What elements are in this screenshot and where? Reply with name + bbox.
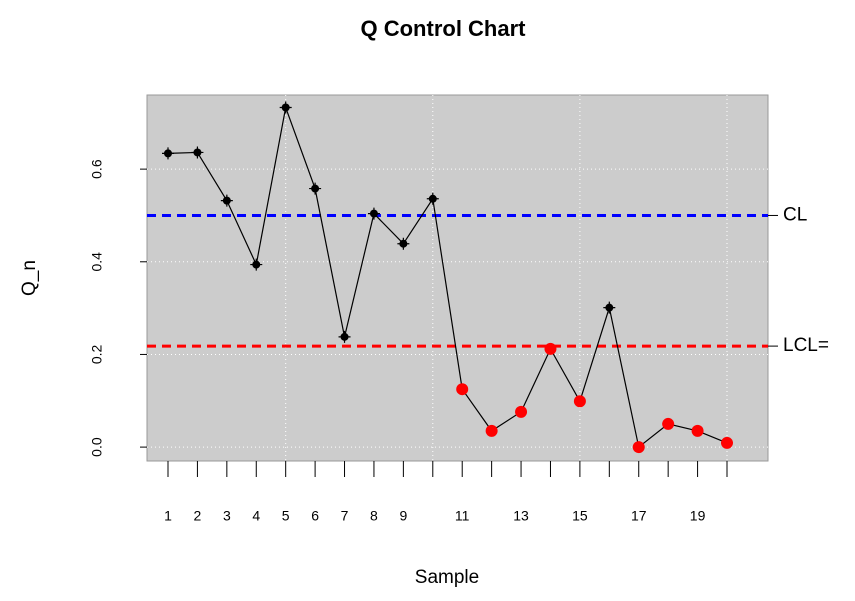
x-tick-label: 13 [513,508,529,524]
point-cross [309,182,322,195]
x-tick-label: 3 [223,508,231,524]
point-cross [367,207,380,220]
x-tick-label: 19 [690,508,706,524]
point-out [721,436,733,449]
point-cross [397,237,410,250]
x-tick-label: 5 [282,508,290,524]
y-axis-label: Q_n [19,260,40,296]
point-out [662,417,675,430]
point-cross [220,194,233,207]
x-tick-label: 9 [399,508,407,524]
point-out [515,405,528,418]
y-tick-label: 0.2 [89,345,105,365]
data-line [167,105,728,449]
point-cross [162,147,174,160]
point-out [573,395,586,408]
y-tick-label: 0.6 [89,159,105,179]
x-tick-label: 15 [572,508,588,524]
point-cross [279,101,292,114]
chart-title: Q Control Chart [361,16,527,41]
limit-label: CL [783,204,807,225]
point-out [485,424,498,437]
x-tick-label: 6 [311,508,319,524]
x-tick-label: 2 [194,508,202,524]
y-tick-label: 0.0 [89,437,105,457]
point-out [691,424,704,437]
x-tick-label: 11 [455,508,470,524]
x-tick-label: 8 [370,508,378,524]
x-tick-label: 17 [631,508,647,524]
limit-label: LCL= [783,335,829,356]
point-cross [338,330,351,343]
point-out [632,441,645,454]
point-out [544,342,557,355]
x-tick-label: 7 [341,508,349,524]
x-axis-label: Sample [415,567,479,588]
x-tick-label: 1 [164,508,172,524]
point-cross [191,146,204,159]
plot-background [146,94,769,462]
point-cross [603,301,616,314]
y-tick-label: 0.4 [89,252,105,272]
x-tick-label: 4 [252,508,260,524]
point-cross [250,258,263,271]
point-cross [426,192,439,205]
point-out [456,383,469,396]
